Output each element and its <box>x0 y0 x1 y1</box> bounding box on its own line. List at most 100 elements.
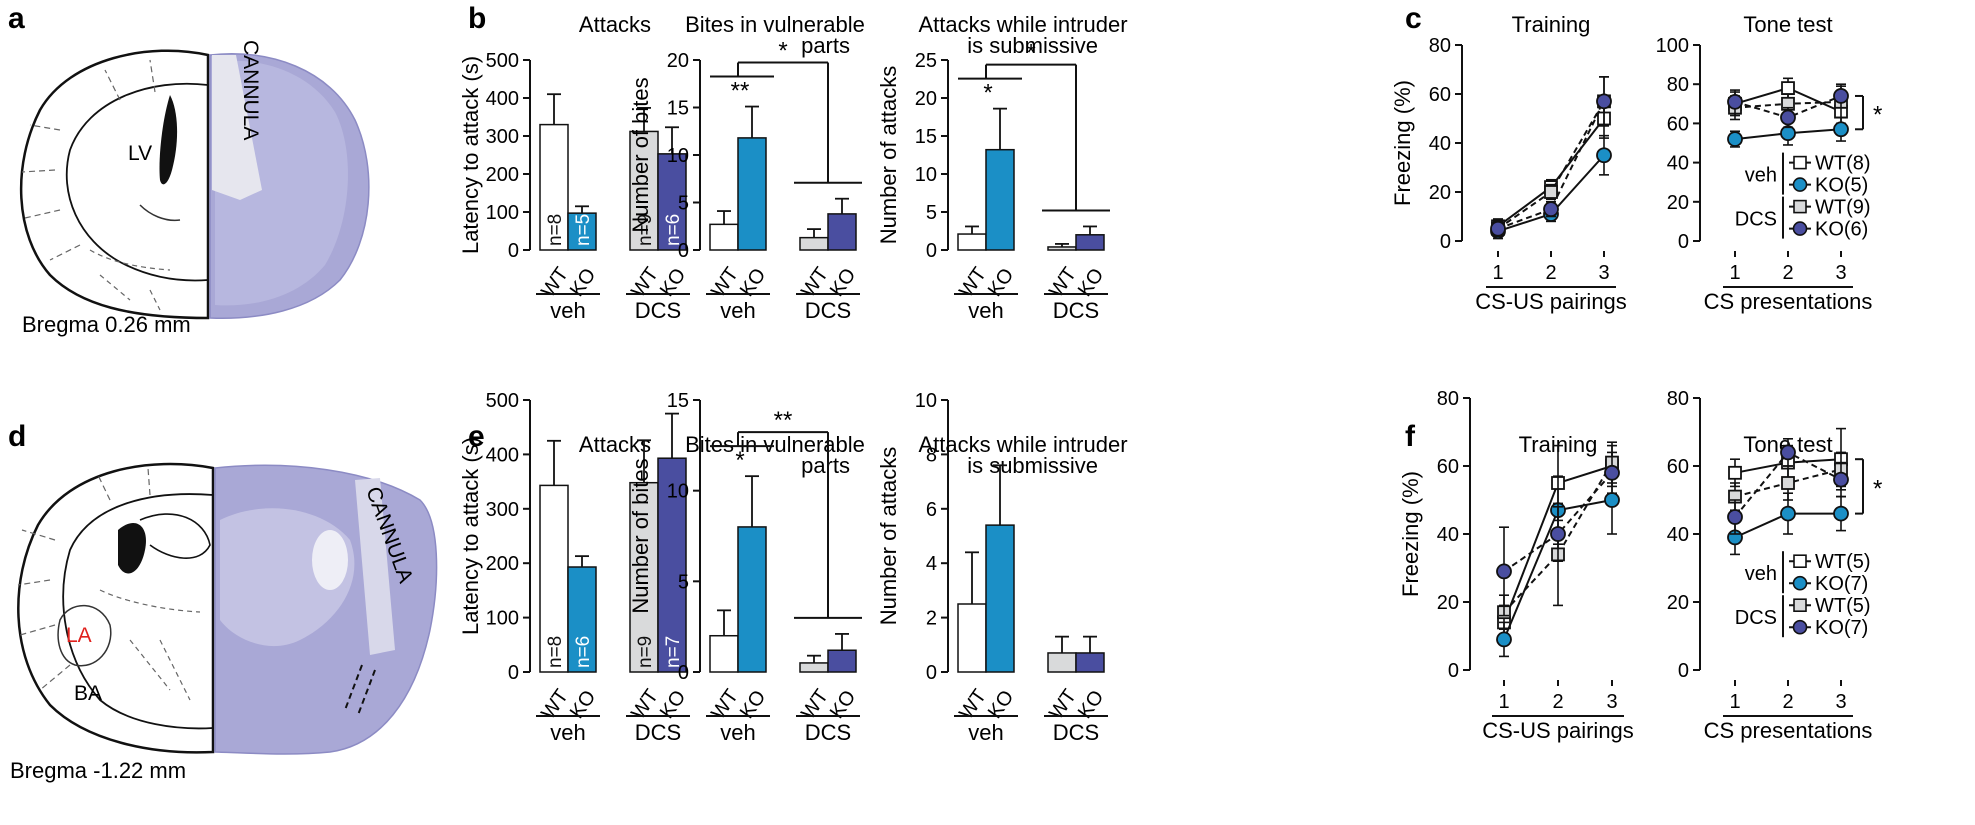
x-tick-label: 2 <box>1782 262 1793 284</box>
legend-marker <box>1793 199 1807 214</box>
brain-atlas-outline-d <box>17 462 215 754</box>
y-tick-label: 20 <box>1667 192 1689 214</box>
y-tick-label: 10 <box>915 164 937 186</box>
y-axis-label: Freezing (%) <box>1390 80 1415 206</box>
y-tick-label: 100 <box>486 608 519 630</box>
x-axis-label: CS-US pairings <box>1475 289 1627 314</box>
panel-letter-c: c <box>1405 2 1422 35</box>
data-point-circle <box>1490 220 1506 237</box>
legend-marker <box>1793 598 1807 613</box>
group-label: veh <box>720 298 755 323</box>
chart-title-line-2: parts <box>801 33 850 58</box>
legend-marker <box>1792 575 1808 591</box>
y-tick-label: 6 <box>926 499 937 521</box>
lateral-ventricle <box>159 95 178 185</box>
data-point-circle <box>1833 121 1849 138</box>
group-label: veh <box>550 298 585 323</box>
data-point-circle <box>1596 93 1612 110</box>
bar-ko-veh <box>737 137 767 251</box>
x-tick-label: 1 <box>1729 262 1740 284</box>
legend-group-label: veh <box>1745 563 1777 585</box>
y-axis-label: Latency to attack (s) <box>458 56 483 254</box>
y-tick-label: 80 <box>1667 388 1689 410</box>
y-tick-label: 0 <box>508 662 519 684</box>
y-tick-label: 100 <box>486 202 519 224</box>
y-tick-label: 5 <box>678 193 689 215</box>
bar-wt-veh <box>709 223 739 251</box>
chart-title-line-2: is submissive <box>967 33 1098 58</box>
y-tick-label: 60 <box>1429 84 1451 106</box>
sig-star-between-treatment: ** <box>774 407 793 434</box>
x-tick-label: KO <box>1074 264 1109 300</box>
bar-n-label: n=6 <box>573 636 594 668</box>
chart-title-line-2: parts <box>801 453 850 478</box>
legend-marker <box>1793 155 1807 170</box>
legend-label: WT(5) <box>1815 595 1871 617</box>
x-tick-label: KO <box>984 264 1019 300</box>
y-axis-label: Number of bites <box>628 77 653 232</box>
legend-label: KO(6) <box>1815 219 1868 241</box>
x-tick-label: 3 <box>1835 262 1846 284</box>
x-axis-label: CS presentations <box>1704 718 1873 743</box>
y-tick-label: 15 <box>667 390 689 412</box>
y-tick-label: 8 <box>926 444 937 466</box>
panel-letter-e: e <box>468 420 485 453</box>
x-tick-label: KO <box>566 686 601 722</box>
panel-letter-a: a <box>8 2 25 35</box>
x-tick-label: WT <box>707 264 743 302</box>
x-tick-label: 3 <box>1835 691 1846 713</box>
chart-title: Training <box>1512 12 1591 37</box>
y-axis-label: Number of bites <box>628 458 653 613</box>
data-point-circle <box>1543 201 1559 218</box>
y-tick-label: 0 <box>1678 660 1689 682</box>
y-tick-label: 2 <box>926 608 937 630</box>
x-tick-label: WT <box>797 686 833 724</box>
y-tick-label: 80 <box>1437 388 1459 410</box>
bregma-caption-d: Bregma -1.22 mm <box>10 758 186 783</box>
bar-wt-dcs <box>629 481 659 673</box>
y-tick-label: 0 <box>1440 231 1451 253</box>
y-tick-label: 60 <box>1667 456 1689 478</box>
group-label: DCS <box>1053 298 1099 323</box>
bar-n-label: n=6 <box>663 214 684 246</box>
data-point-circle <box>1780 109 1796 126</box>
bar-ko-veh <box>567 212 597 251</box>
data-point-circle <box>1496 631 1512 648</box>
sig-star-between-treatment: * <box>778 38 787 65</box>
chart-title: Attacks <box>579 432 651 457</box>
chart-c-tone-test: 0 20 40 60 80 100 Tone test 1 2 3 CS presentations… <box>1656 12 1883 314</box>
x-tick-label: KO <box>566 264 601 300</box>
data-point-circle <box>1496 563 1512 580</box>
amygdala-outline-d <box>57 604 112 667</box>
y-tick-label: 5 <box>678 571 689 593</box>
data-point-circle <box>1727 93 1743 110</box>
bar-ko-dcs <box>827 649 857 673</box>
sig-star: * <box>1873 102 1882 129</box>
bar-ko-veh <box>985 524 1015 673</box>
legend-label: WT(8) <box>1815 153 1871 175</box>
bregma-caption-a: Bregma 0.26 mm <box>22 312 191 337</box>
cannula-label-a: CANNULA <box>239 40 262 140</box>
y-tick-label: 25 <box>915 50 937 72</box>
y-tick-label: 10 <box>915 390 937 412</box>
chart-title-line-1: Attacks while intruder <box>918 432 1127 457</box>
y-tick-label: 500 <box>486 390 519 412</box>
legend-label: WT(9) <box>1815 197 1871 219</box>
y-tick-label: 5 <box>926 202 937 224</box>
atlas-inner-line-a <box>65 82 209 282</box>
bar-wt-veh <box>709 634 739 673</box>
panel-letter-f: f <box>1405 420 1416 453</box>
bar-ko-dcs <box>1075 652 1105 673</box>
data-point-circle <box>1550 526 1566 542</box>
x-tick-label: WT <box>797 264 833 302</box>
group-label: veh <box>968 720 1003 745</box>
y-tick-label: 40 <box>1667 153 1689 175</box>
y-tick-label: 200 <box>486 164 519 186</box>
x-tick-label: KO <box>736 264 771 300</box>
bar-ko-dcs <box>827 213 857 251</box>
y-tick-label: 15 <box>667 98 689 120</box>
x-tick-label: KO <box>1074 686 1109 722</box>
brain-atlas-outline-a <box>19 49 210 320</box>
y-tick-label: 60 <box>1437 456 1459 478</box>
